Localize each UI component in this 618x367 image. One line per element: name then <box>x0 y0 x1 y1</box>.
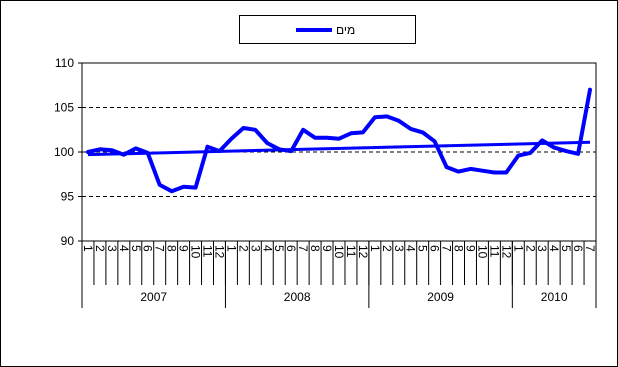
x-tick-label: 9 <box>463 245 477 252</box>
x-tick-label: 4 <box>260 245 274 252</box>
x-tick-label: 12 <box>356 245 370 259</box>
x-tick-label: 3 <box>105 245 119 252</box>
y-tick-label: 95 <box>61 190 75 204</box>
year-label: 2010 <box>541 290 568 304</box>
x-tick-label: 9 <box>320 245 334 252</box>
x-tick-label: 3 <box>248 245 262 252</box>
x-tick-label: 1 <box>368 245 382 252</box>
x-tick-label: 9 <box>177 245 191 252</box>
x-tick-label: 3 <box>392 245 406 252</box>
series-line <box>86 87 592 194</box>
x-tick-label: 12 <box>499 245 513 259</box>
x-tick-label: 1 <box>81 245 95 252</box>
year-label: 2008 <box>284 290 311 304</box>
x-tick-label: 4 <box>547 245 561 252</box>
x-tick-label: 10 <box>332 245 346 259</box>
x-tick-label: 3 <box>535 245 549 252</box>
x-tick-label: 1 <box>224 245 238 252</box>
x-tick-label: 4 <box>404 245 418 252</box>
year-label: 2009 <box>427 290 454 304</box>
x-tick-label: 11 <box>344 245 358 258</box>
x-tick-label: 2 <box>236 245 250 252</box>
trendline <box>87 140 591 157</box>
x-tick-label: 12 <box>212 245 226 259</box>
x-tick-label: 4 <box>117 245 131 252</box>
x-tick-label: 11 <box>201 245 215 258</box>
plot-area <box>86 87 592 194</box>
x-axis: 1234567891011121234567891011121234567891… <box>81 241 597 308</box>
y-tick-label: 110 <box>55 56 74 70</box>
x-tick-label: 6 <box>571 245 585 252</box>
x-tick-label: 6 <box>428 245 442 252</box>
x-tick-label: 5 <box>559 245 573 252</box>
y-tick-label: 90 <box>61 234 75 248</box>
x-tick-label: 6 <box>284 245 298 252</box>
y-tick-label: 100 <box>54 145 74 159</box>
y-tick-label: 105 <box>54 101 74 115</box>
x-tick-label: 7 <box>296 245 310 252</box>
x-tick-label: 7 <box>583 245 597 252</box>
x-tick-label: 1 <box>511 245 525 252</box>
x-tick-label: 5 <box>129 245 143 252</box>
x-tick-label: 6 <box>141 245 155 252</box>
x-tick-label: 8 <box>452 245 466 252</box>
x-tick-label: 8 <box>308 245 322 252</box>
x-tick-label: 7 <box>440 245 454 252</box>
x-tick-label: 7 <box>153 245 167 252</box>
x-tick-label: 2 <box>93 245 107 252</box>
legend-label: מים <box>336 23 355 37</box>
x-tick-label: 10 <box>189 245 203 259</box>
x-tick-label: 10 <box>475 245 489 259</box>
x-tick-label: 8 <box>165 245 179 252</box>
x-tick-label: 5 <box>416 245 430 252</box>
x-tick-label: 11 <box>487 245 501 258</box>
x-tick-label: 2 <box>523 245 537 252</box>
x-tick-label: 5 <box>272 245 286 252</box>
x-tick-label: 2 <box>380 245 394 252</box>
year-label: 2007 <box>140 290 167 304</box>
y-axis: 90 95 100 105 110 <box>54 56 82 248</box>
legend: מים <box>239 15 416 44</box>
